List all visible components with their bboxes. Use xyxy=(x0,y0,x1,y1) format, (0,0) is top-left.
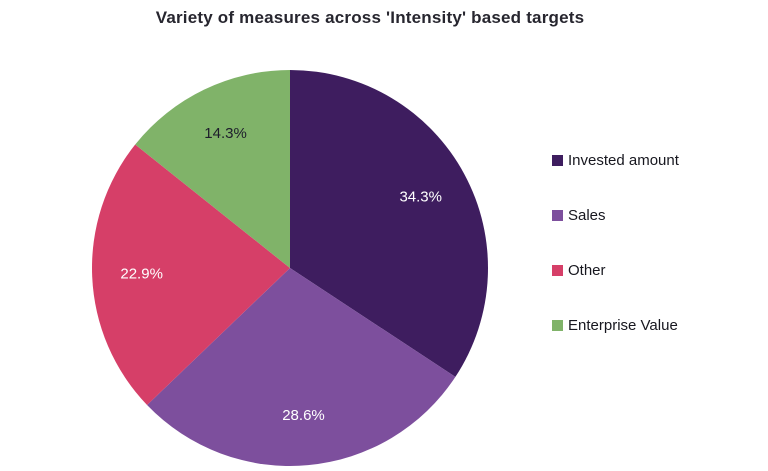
legend-swatch-icon xyxy=(552,155,563,166)
legend-label: Enterprise Value xyxy=(568,317,678,334)
legend-swatch-icon xyxy=(552,265,563,276)
legend-swatch-icon xyxy=(552,320,563,331)
legend-swatch-icon xyxy=(552,210,563,221)
pie-slice-value-label: 28.6% xyxy=(282,407,325,424)
legend-item-other: Other xyxy=(552,262,679,279)
legend-label: Sales xyxy=(568,207,606,224)
pie-slice-value-label: 22.9% xyxy=(120,266,163,283)
legend: Invested amount Sales Other Enterprise Valu… xyxy=(552,152,679,334)
pie-slice-invested-amount xyxy=(290,70,488,377)
chart-title: Variety of measures across 'Intensity' b… xyxy=(155,8,585,27)
legend-item-sales: Sales xyxy=(552,207,679,224)
pie-slice-value-label: 34.3% xyxy=(399,189,442,206)
legend-label: Invested amount xyxy=(568,152,679,169)
pie-slice-enterprise-value xyxy=(135,70,290,268)
pie-slice-other xyxy=(92,144,290,406)
legend-item-invested-amount: Invested amount xyxy=(552,152,679,169)
legend-label: Other xyxy=(568,262,606,279)
pie-slice-sales xyxy=(147,268,456,466)
legend-item-enterprise-value: Enterprise Value xyxy=(552,317,679,334)
pie-slice-value-label: 14.3% xyxy=(204,125,247,142)
